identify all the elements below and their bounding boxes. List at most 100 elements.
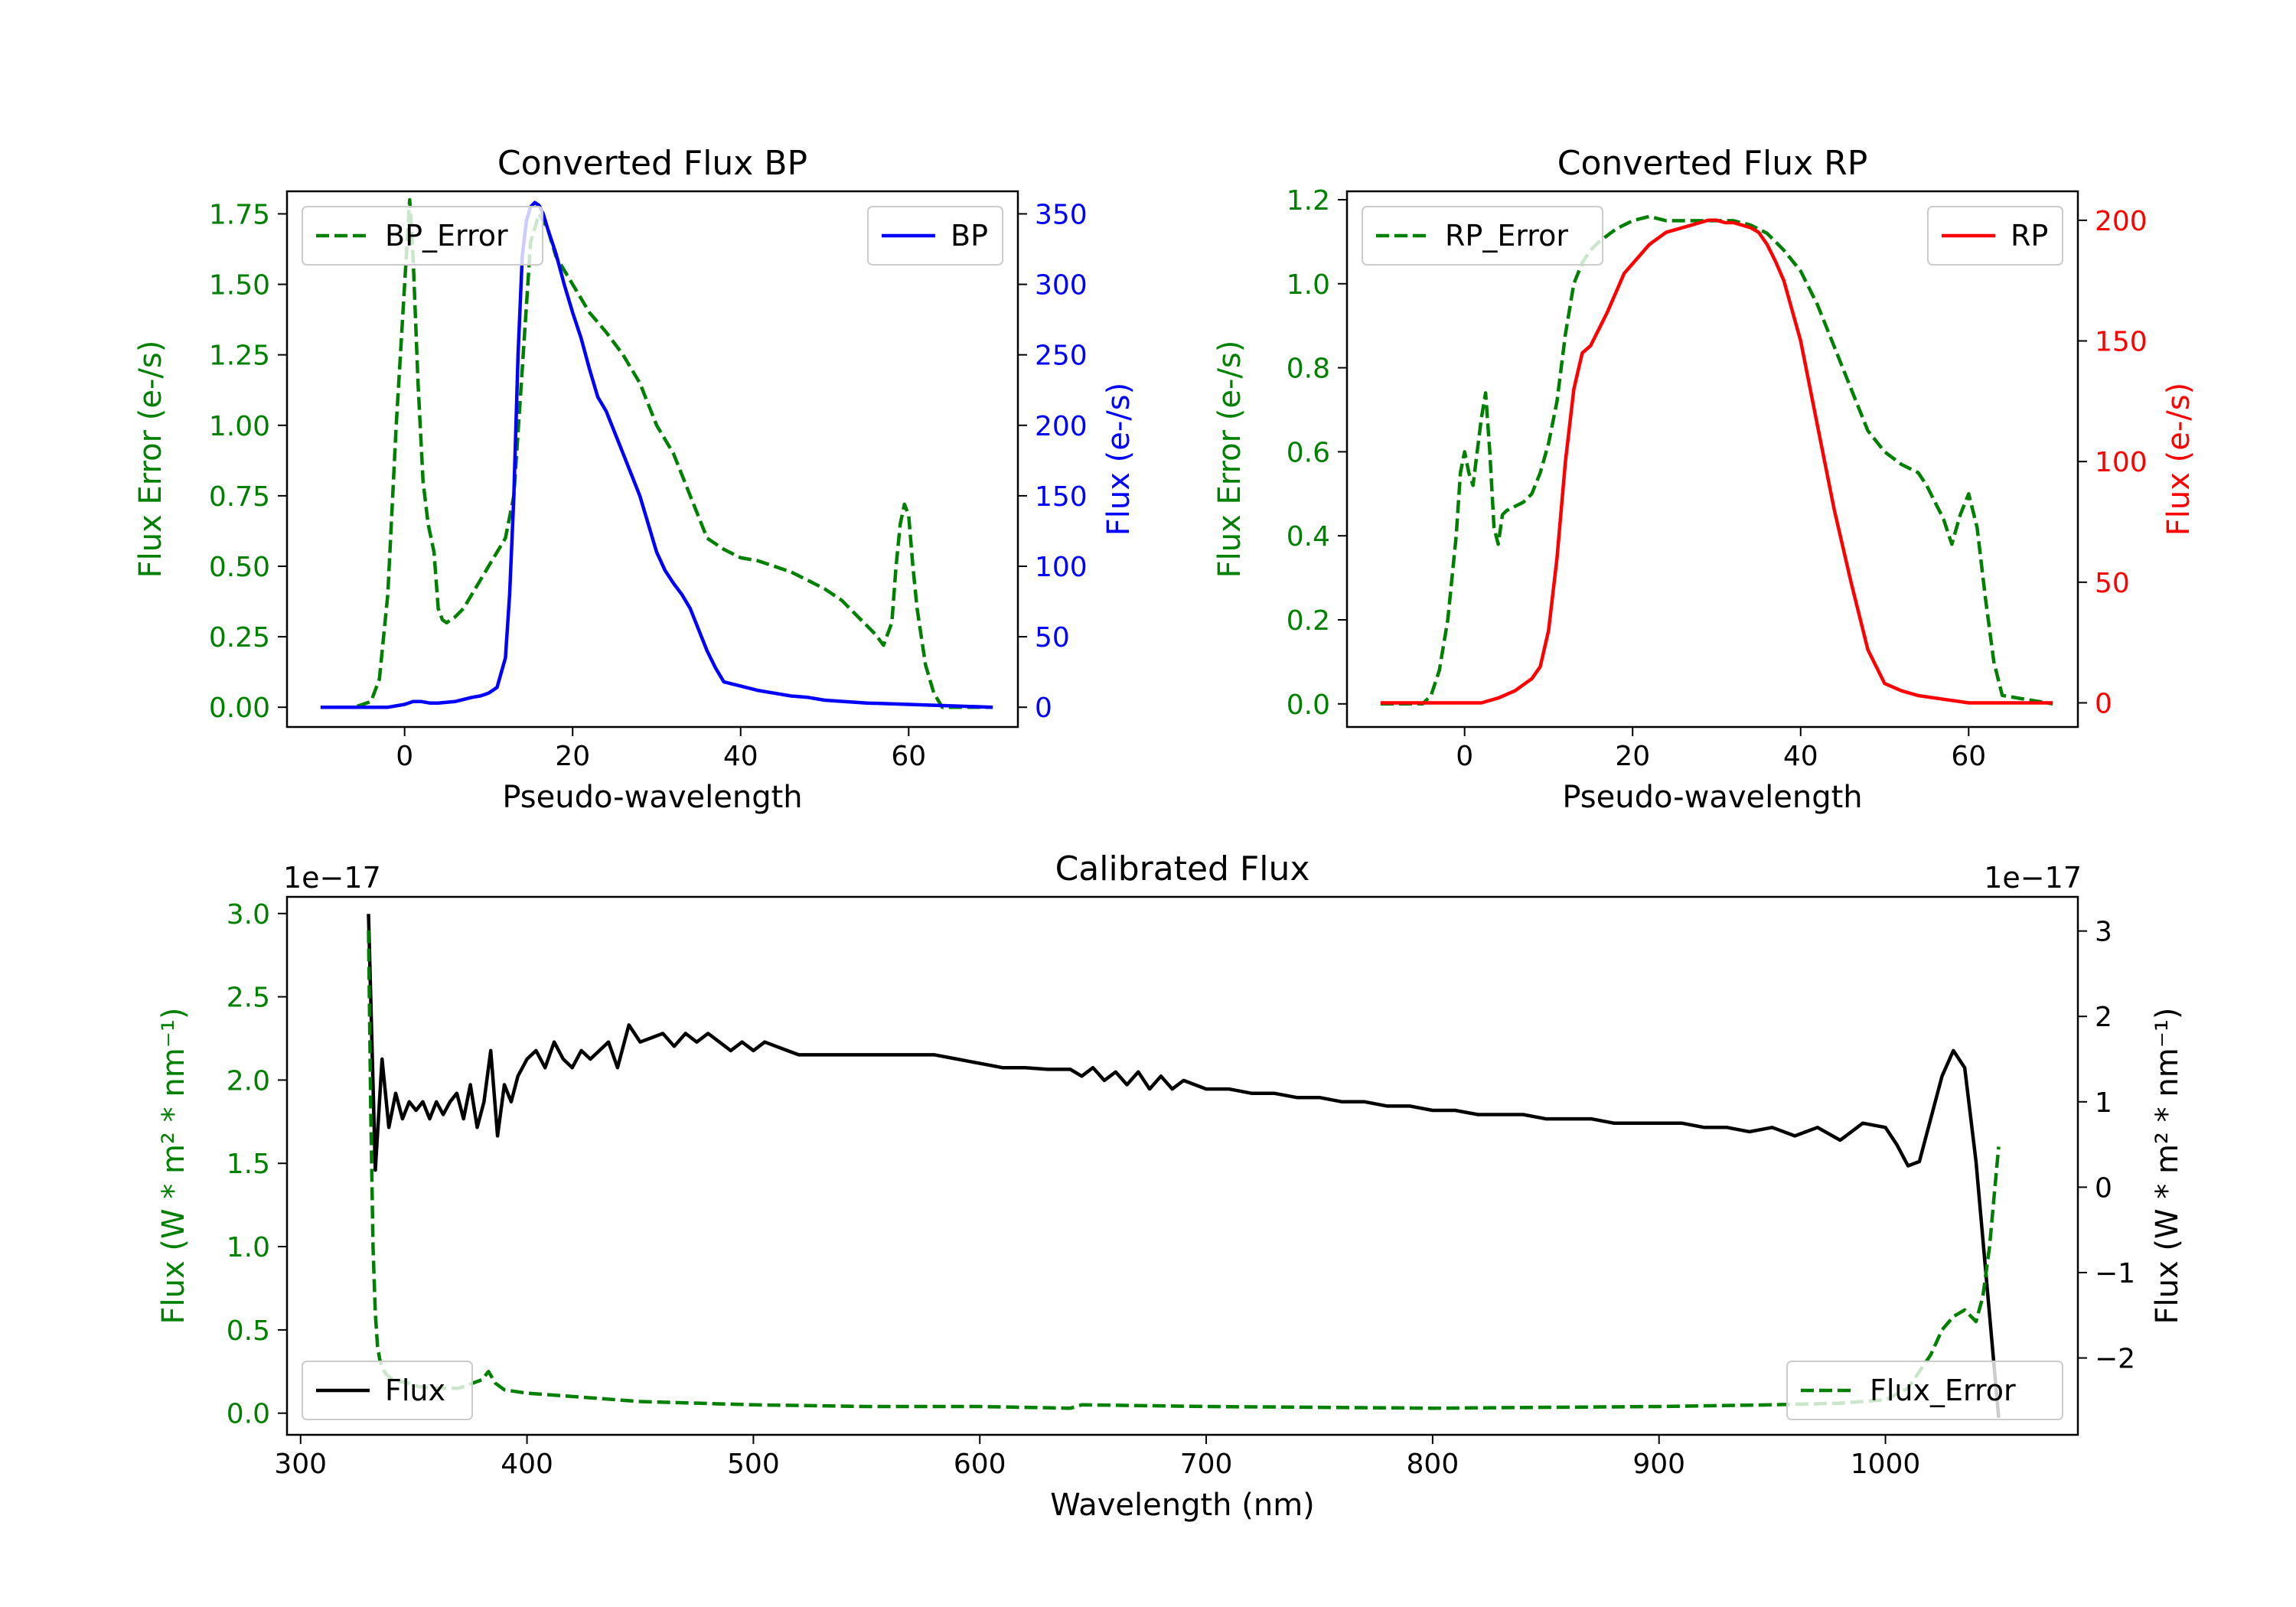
right-y-axis-label: Flux (W * m² * nm⁻¹) [2150,1008,2185,1325]
left-y-axis-label: Flux (W * m² * nm⁻¹) [156,1008,191,1325]
chart-rp: Converted Flux RP 0 20 40 60 Pseudo-wavelengt… [1212,144,2197,815]
legend-box [302,1361,473,1420]
right-y-tick-label: 150 [2095,326,2148,357]
left-y-tick-label: 1.0 [1287,269,1330,301]
left-y-tick-label: 0.6 [1287,437,1330,468]
x-axis-label: Pseudo-wavelength [1562,780,1862,815]
series-bp-error [320,197,993,709]
right-y-axis-label: Flux (e-/s) [1101,383,1137,536]
chart-title: Calibrated Flux [1055,849,1310,888]
legend-flux: Flux [302,1361,473,1420]
x-tick-label: 1000 [1851,1449,1921,1480]
x-tick-label: 60 [1951,741,1986,772]
x-tick-label: 40 [723,741,758,772]
x-tick-label: 60 [891,741,926,772]
legend-flux-error: Flux_Error [1786,1361,2063,1420]
chart-cal: Calibrated Flux 300 400 500 600 700 800 900 1000… [156,849,2185,1523]
x-tick-label: 700 [1180,1449,1233,1480]
right-y-tick-label: 200 [2095,206,2148,237]
legend-bp: BP [867,206,1003,266]
x-tick-label: 0 [396,741,413,772]
left-y-tick-label: 0.2 [1287,605,1330,637]
left-y-tick-label: 0.25 [209,622,270,654]
right-y-tick-label: 200 [1035,411,1088,442]
left-y-tick-label: 1.0 [227,1232,270,1263]
right-y-tick-label: −1 [2095,1258,2135,1289]
legend-box [1362,206,1603,266]
right-offset-text: 1e−17 [1984,861,2082,895]
left-y-tick-label: 0.5 [227,1315,270,1347]
right-y-tick-label: 250 [1035,341,1088,372]
legend-label: RP_Error [1445,219,1568,253]
x-tick-label: 40 [1783,741,1818,772]
legend-label: BP_Error [385,219,508,253]
right-y-tick-label: 50 [1035,622,1070,654]
legend-rp-error: RP_Error [1362,206,1603,266]
right-y-tick-label: −2 [2095,1344,2135,1375]
left-y-tick-label: 1.5 [227,1149,270,1180]
x-tick-label: 0 [1456,741,1473,772]
left-y-tick-label: 0.00 [209,693,270,724]
legend-label: Flux_Error [1870,1374,2016,1407]
left-y-tick-label: 0.0 [1287,689,1330,721]
series-flux-error [367,930,2001,1410]
left-offset-text: 1e−17 [283,861,381,895]
series-rp [1380,218,2053,705]
plot-area [1380,214,2053,706]
right-y-tick-label: 3 [2095,917,2112,948]
chart-title: Converted Flux BP [497,144,807,183]
left-y-tick-label: 1.50 [209,270,270,302]
right-y-tick-label: 0 [2095,1172,2112,1204]
x-tick-label: 400 [501,1449,553,1480]
legend-label: BP [951,219,988,253]
left-y-tick-label: 0.4 [1287,521,1330,553]
left-y-tick-label: 1.2 [1287,185,1330,217]
legend-bp-error: BP_Error [302,206,543,266]
x-axis-label: Pseudo-wavelength [502,780,802,815]
x-tick-label: 900 [1632,1449,1685,1480]
right-y-tick-label: 100 [2095,447,2148,478]
x-tick-label: 600 [954,1449,1006,1480]
right-y-tick-label: 0 [2095,688,2112,719]
plot-area [367,914,2001,1418]
axes-frame [285,190,1019,729]
left-y-tick-label: 2.5 [227,983,270,1014]
left-y-tick-label: 1.75 [209,199,270,230]
right-y-tick-label: 0 [1035,693,1052,724]
right-y-axis-label: Flux (e-/s) [2161,383,2197,536]
x-axis-label: Wavelength (nm) [1050,1488,1315,1523]
chart-title: Converted Flux RP [1557,144,1868,183]
right-y-tick-label: 50 [2095,568,2130,599]
left-y-tick-label: 0.75 [209,481,270,513]
right-y-tick-label: 300 [1035,270,1088,302]
right-y-tick-label: 2 [2095,1002,2112,1033]
legend-box [1786,1361,2063,1420]
right-y-tick-label: 350 [1035,199,1088,230]
series-flux [367,914,2001,1418]
x-tick-label: 20 [1615,741,1650,772]
legend-box [302,206,543,266]
legend-label: Flux [385,1374,445,1407]
left-y-axis-label: Flux Error (e-/s) [133,341,168,579]
left-y-tick-label: 0.0 [227,1399,270,1430]
x-tick-label: 300 [274,1449,327,1480]
left-y-axis-label: Flux Error (e-/s) [1212,341,1247,579]
left-y-tick-label: 2.0 [227,1065,270,1097]
legend-rp: RP [1927,206,2063,266]
left-y-tick-label: 1.25 [209,341,270,372]
chart-bp: Converted Flux BP 0 20 40 60 Pseudo-wavelengt… [133,144,1137,815]
series-rp-error [1380,214,2053,706]
axes-frame [285,895,2079,1436]
left-y-tick-label: 3.0 [227,899,270,931]
right-y-tick-label: 150 [1035,481,1088,513]
right-y-tick-label: 100 [1035,552,1088,583]
legend-label: RP [2011,219,2048,253]
x-tick-label: 500 [727,1449,780,1480]
left-y-tick-label: 1.00 [209,411,270,442]
x-tick-label: 20 [555,741,590,772]
series-bp [320,200,993,709]
x-tick-label: 800 [1407,1449,1459,1480]
left-y-tick-label: 0.8 [1287,354,1330,385]
plot-area [320,197,993,709]
